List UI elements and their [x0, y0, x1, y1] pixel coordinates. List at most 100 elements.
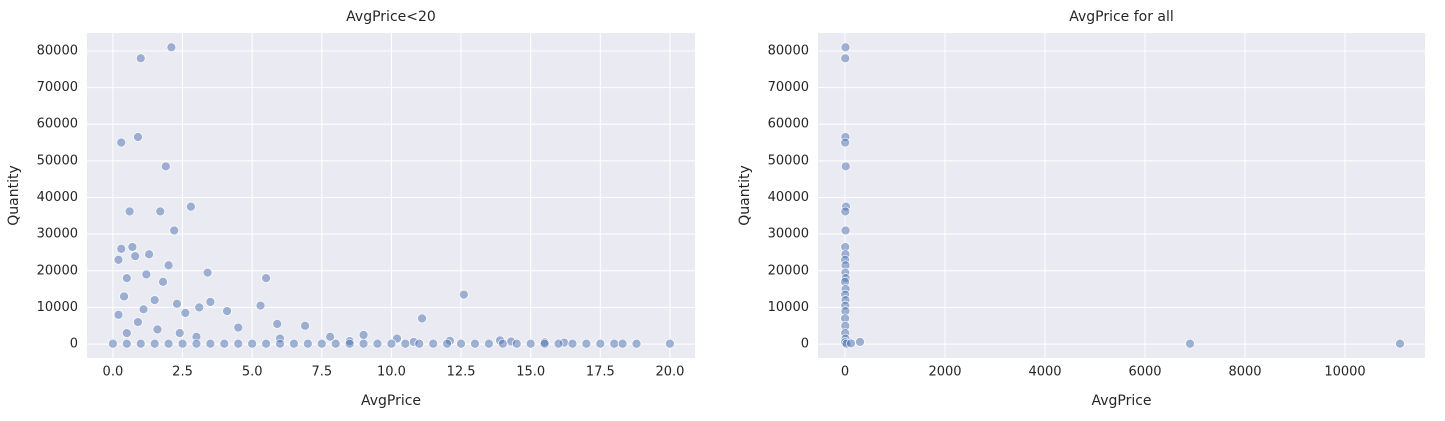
x-axis-label: AvgPrice: [361, 393, 421, 409]
scatter-point: [553, 338, 564, 349]
scatter-point: [124, 206, 135, 217]
y-tick-label: 10000: [768, 300, 809, 315]
scatter-point: [121, 328, 132, 338]
scatter-point: [400, 338, 411, 349]
scatter-point: [144, 249, 154, 260]
y-tick-label: 60000: [37, 117, 78, 132]
scatter-point: [191, 338, 202, 349]
scatter-point: [617, 338, 628, 349]
scatter-point: [631, 338, 642, 349]
x-tick-label: 8000: [1228, 365, 1261, 380]
scatter-point: [840, 225, 851, 236]
chart-title: AvgPrice for all: [1069, 9, 1174, 25]
y-tick-label: 30000: [37, 227, 78, 242]
scatter-point: [511, 338, 522, 349]
scatter-point: [1395, 338, 1405, 349]
scatter-point: [840, 206, 851, 217]
x-tick-label: 12.5: [447, 365, 476, 380]
scatter-point: [174, 328, 185, 338]
scatter-point: [133, 317, 143, 327]
scatter-point: [255, 300, 266, 311]
scatter-point: [119, 291, 129, 302]
scatter-point: [149, 338, 160, 349]
scatter-point: [205, 338, 216, 349]
scatter-point: [855, 337, 865, 347]
scatter-point: [177, 338, 188, 349]
scatter-point: [261, 338, 271, 349]
scatter-point: [417, 313, 427, 324]
scatter-point: [458, 289, 469, 300]
scatter-point: [121, 338, 132, 349]
scatter-point: [325, 331, 335, 342]
y-tick-label: 40000: [37, 190, 78, 205]
scatter-point: [261, 273, 271, 283]
scatter-point: [303, 338, 313, 349]
y-tick-label: 50000: [37, 153, 78, 168]
scatter-point: [840, 161, 851, 172]
y-tick-label: 80000: [37, 43, 78, 58]
x-tick-label: 15.0: [516, 365, 545, 380]
scatter-point: [442, 338, 452, 349]
scatter-point: [113, 309, 124, 320]
scatter-point: [149, 295, 160, 305]
x-tick-label: 17.5: [586, 365, 615, 380]
scatter-point: [275, 338, 285, 349]
scatter-point: [116, 137, 127, 148]
y-tick-label: 50000: [768, 153, 809, 168]
scatter-point: [840, 53, 851, 64]
y-tick-label: 80000: [768, 43, 809, 58]
scatter-point: [1185, 338, 1195, 349]
scatter-point: [840, 42, 851, 53]
scatter-point: [358, 330, 369, 340]
scatter-point: [180, 308, 191, 318]
scatter-point: [130, 251, 141, 261]
scatter-point: [846, 338, 856, 349]
chart-title: AvgPrice<20: [346, 9, 436, 25]
scatter-point: [497, 338, 508, 349]
y-tick-label: 40000: [768, 190, 809, 205]
x-tick-label: 5.0: [242, 365, 263, 380]
scatter-point: [316, 338, 327, 349]
x-tick-label: 6000: [1128, 365, 1161, 380]
scatter-point: [138, 304, 149, 315]
x-tick-label: 0: [841, 365, 849, 380]
y-tick-label: 20000: [37, 263, 78, 278]
scatter-point: [205, 297, 216, 307]
scatter-point: [194, 302, 205, 313]
x-tick-label: 10.0: [377, 365, 406, 380]
scatter-point: [372, 338, 383, 349]
y-tick-label: 0: [70, 337, 78, 352]
scatter-point: [470, 338, 480, 349]
scatter-point: [202, 267, 213, 278]
scatter-point: [344, 338, 355, 349]
scatter-point: [484, 338, 494, 349]
y-tick-label: 10000: [37, 300, 78, 315]
scatter-point: [567, 338, 578, 349]
y-tick-label: 60000: [768, 117, 809, 132]
x-axis-label: AvgPrice: [1091, 393, 1151, 409]
scatter-point: [247, 338, 258, 349]
scatter-point: [186, 201, 196, 212]
y-tick-label: 70000: [768, 80, 809, 95]
scatter-point: [116, 243, 127, 254]
scatter-point: [113, 254, 124, 265]
scatter-point: [135, 53, 146, 64]
scatter-point: [219, 338, 230, 349]
scatter-point: [428, 338, 439, 349]
scatter-point: [133, 132, 143, 142]
scatter-point: [222, 306, 232, 316]
scatter-point: [609, 338, 620, 349]
scatter-point: [135, 338, 146, 349]
scatter-point: [127, 242, 138, 252]
scatter-point: [163, 260, 174, 271]
x-tick-label: 20.0: [655, 365, 684, 380]
scatter-point: [169, 225, 180, 236]
scatter-point: [233, 338, 244, 349]
x-tick-label: 10000: [1324, 365, 1365, 380]
scatter-point: [233, 322, 244, 333]
y-tick-label: 30000: [768, 227, 809, 242]
scatter-point: [141, 269, 152, 280]
scatter-point: [665, 338, 675, 349]
scatter-point: [386, 338, 397, 349]
